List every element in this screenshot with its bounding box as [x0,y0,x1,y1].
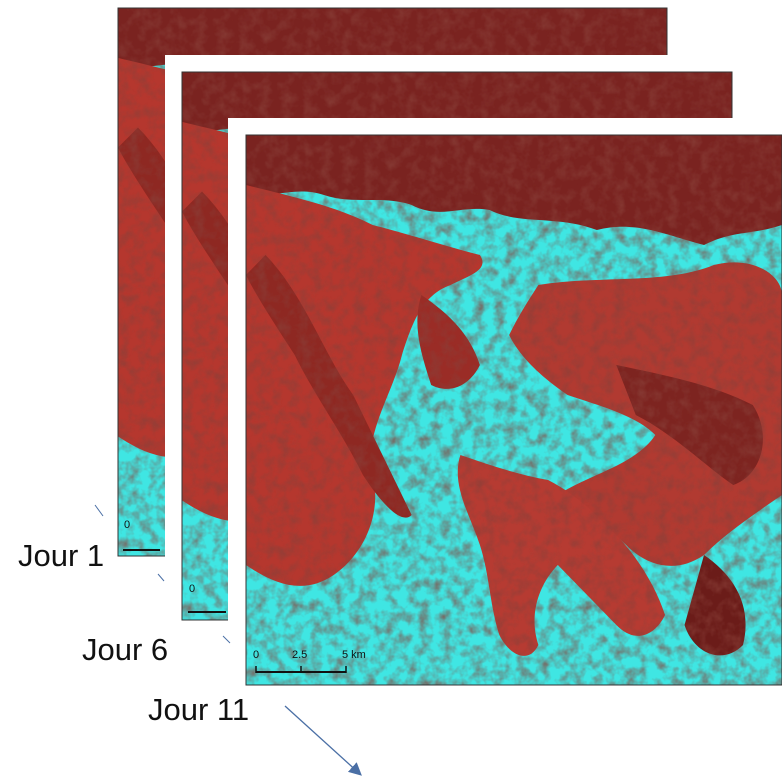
scale-label: 5 km [342,649,366,661]
leader-line [158,574,164,581]
diagram-canvas: 0 0 0 2.5 5 km Jour 1 Jour 6 Jour 11 [0,0,782,779]
leader-line [95,505,103,516]
scale-label: 2.5 [292,649,307,661]
diagram: 0 0 0 2.5 5 km Jour 1 Jour 6 Jour 11 [0,0,782,779]
satellite-image [246,135,782,685]
scale-label: 0 [189,583,195,595]
day-label: Jour 1 [18,538,104,573]
scale-label: 0 [124,519,130,531]
scale-label: 0 [253,649,259,661]
day-label: Jour 11 [148,692,249,727]
day-label: Jour 6 [82,632,168,667]
time-arrow [285,706,360,774]
